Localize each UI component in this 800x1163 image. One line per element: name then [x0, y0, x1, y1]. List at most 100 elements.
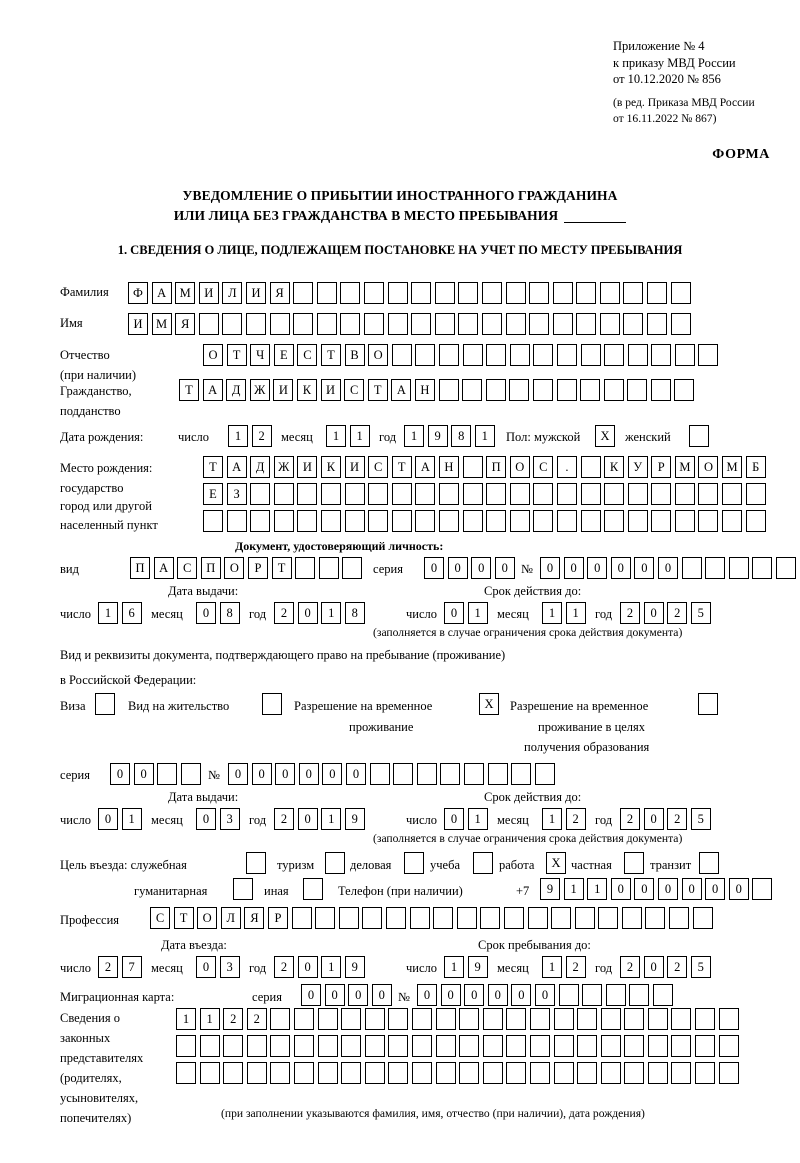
char-box[interactable]	[651, 510, 672, 532]
char-box[interactable]	[553, 1035, 574, 1057]
char-box[interactable]: 0	[133, 763, 154, 785]
char-box[interactable]: А	[415, 456, 436, 478]
char-box[interactable]: Р	[267, 907, 288, 929]
char-box[interactable]	[456, 907, 477, 929]
char-box[interactable]	[603, 379, 624, 401]
char-box[interactable]: 0	[297, 808, 318, 830]
char-box[interactable]	[533, 510, 554, 532]
char-box[interactable]	[670, 313, 691, 335]
char-box[interactable]	[705, 557, 726, 579]
char-box[interactable]	[293, 313, 314, 335]
char-box[interactable]	[511, 763, 532, 785]
char-box[interactable]	[577, 1035, 598, 1057]
char-box[interactable]: Т	[391, 456, 412, 478]
char-box[interactable]: Т	[320, 344, 341, 366]
char-box[interactable]	[681, 557, 702, 579]
char-box[interactable]	[438, 379, 459, 401]
char-box[interactable]	[157, 763, 178, 785]
char-box[interactable]	[293, 282, 314, 304]
char-box[interactable]: Р	[651, 456, 672, 478]
char-box[interactable]: М	[175, 282, 196, 304]
char-box[interactable]: С	[368, 456, 389, 478]
char-box[interactable]	[434, 282, 455, 304]
char-box[interactable]	[647, 1008, 668, 1030]
char-box[interactable]	[534, 763, 555, 785]
purpose-study-checkbox[interactable]	[473, 852, 493, 874]
char-box[interactable]	[176, 1062, 196, 1084]
char-box[interactable]: 7	[121, 956, 142, 978]
char-box[interactable]: 5	[690, 956, 711, 978]
char-box[interactable]	[226, 510, 247, 532]
char-box[interactable]	[482, 1062, 503, 1084]
char-box[interactable]: 0	[494, 557, 515, 579]
char-box[interactable]: 2	[251, 425, 272, 447]
char-box[interactable]: П	[486, 456, 507, 478]
char-box[interactable]	[411, 313, 432, 335]
char-box[interactable]	[320, 510, 341, 532]
char-box[interactable]	[435, 1008, 456, 1030]
char-box[interactable]: 2	[667, 956, 688, 978]
char-box[interactable]: И	[344, 456, 365, 478]
char-box[interactable]: С	[533, 456, 554, 478]
char-box[interactable]	[718, 1008, 739, 1030]
char-box[interactable]	[480, 907, 501, 929]
char-box[interactable]	[387, 282, 408, 304]
char-box[interactable]	[718, 1035, 739, 1057]
char-box[interactable]	[481, 313, 502, 335]
char-box[interactable]	[529, 313, 550, 335]
char-box[interactable]: О	[224, 557, 245, 579]
char-box[interactable]	[558, 984, 579, 1006]
char-box[interactable]: 0	[610, 878, 631, 900]
char-box[interactable]	[674, 379, 695, 401]
char-box[interactable]	[671, 1062, 692, 1084]
char-box[interactable]	[529, 1035, 550, 1057]
char-box[interactable]	[651, 483, 672, 505]
char-box[interactable]: А	[202, 379, 223, 401]
char-box[interactable]	[481, 282, 502, 304]
char-box[interactable]: 0	[297, 956, 318, 978]
char-box[interactable]	[629, 984, 650, 1006]
char-box[interactable]: 1	[542, 808, 562, 830]
char-box[interactable]	[180, 763, 201, 785]
char-box[interactable]	[416, 763, 437, 785]
char-box[interactable]: Т	[179, 379, 199, 401]
legal-rep-input-row-3[interactable]	[176, 1062, 739, 1084]
char-box[interactable]	[388, 1062, 409, 1084]
char-box[interactable]	[199, 1035, 220, 1057]
char-box[interactable]	[692, 907, 713, 929]
char-box[interactable]: 0	[447, 557, 468, 579]
char-box[interactable]: 0	[417, 984, 437, 1006]
char-box[interactable]	[340, 313, 361, 335]
char-box[interactable]	[293, 1035, 314, 1057]
char-box[interactable]	[438, 510, 459, 532]
char-box[interactable]: Н	[414, 379, 435, 401]
char-box[interactable]: 0	[657, 878, 678, 900]
char-box[interactable]: 0	[728, 878, 749, 900]
char-box[interactable]	[364, 1008, 385, 1030]
char-box[interactable]	[317, 1008, 338, 1030]
char-box[interactable]: А	[391, 379, 412, 401]
char-box[interactable]: Д	[250, 456, 271, 478]
char-box[interactable]: Я	[175, 313, 196, 335]
char-box[interactable]: 2	[667, 808, 688, 830]
char-box[interactable]	[199, 1062, 220, 1084]
char-box[interactable]	[486, 510, 507, 532]
char-box[interactable]: Л	[220, 907, 241, 929]
char-box[interactable]: 1	[474, 425, 495, 447]
char-box[interactable]	[435, 1035, 456, 1057]
char-box[interactable]: И	[273, 379, 294, 401]
char-box[interactable]	[459, 1062, 480, 1084]
char-box[interactable]: 3	[219, 956, 240, 978]
char-box[interactable]: 9	[344, 808, 365, 830]
char-box[interactable]	[393, 763, 414, 785]
char-box[interactable]: У	[627, 456, 648, 478]
char-box[interactable]: 2	[274, 808, 294, 830]
char-box[interactable]	[245, 313, 266, 335]
char-box[interactable]: 0	[634, 557, 655, 579]
char-box[interactable]	[647, 1062, 668, 1084]
